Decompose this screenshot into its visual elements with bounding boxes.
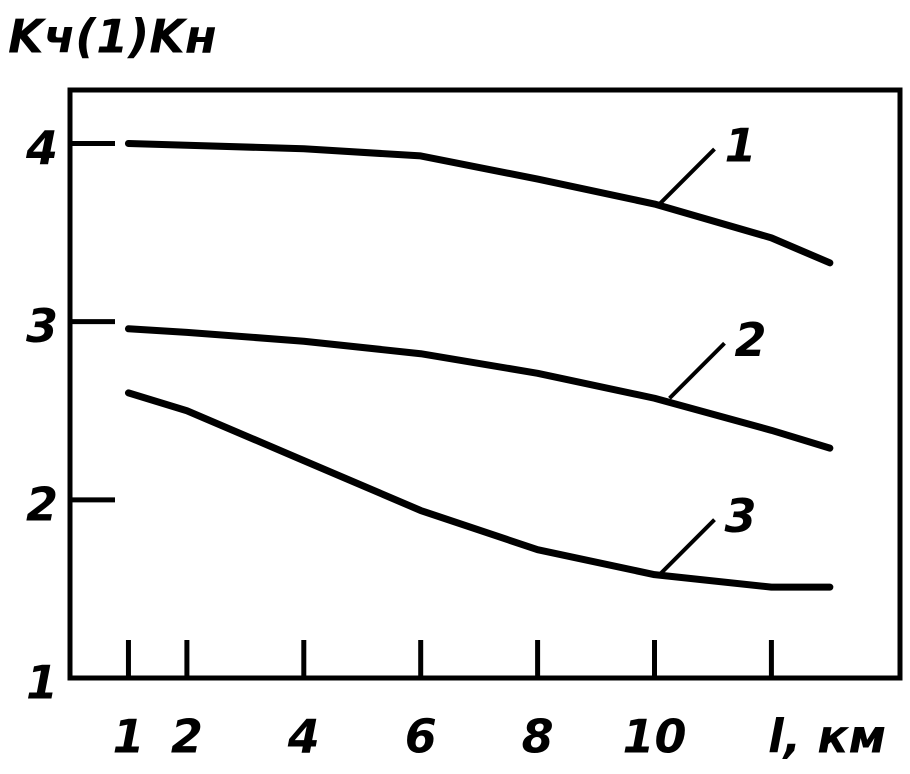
x-axis-label: l, км bbox=[768, 710, 886, 764]
y-tick-label: 2 bbox=[26, 477, 58, 531]
x-tick-label: 8 bbox=[522, 710, 554, 764]
series-line bbox=[124, 139, 834, 267]
y-tick-label: 4 bbox=[25, 121, 58, 175]
leader-line bbox=[658, 147, 716, 206]
series-line bbox=[124, 389, 834, 591]
x-tick-label: 4 bbox=[287, 710, 320, 764]
series-label: 1 bbox=[725, 119, 757, 173]
y-axis-label: Kч(1)Kн bbox=[8, 10, 217, 64]
leader-line bbox=[668, 341, 726, 400]
leader-line bbox=[658, 518, 716, 577]
y-tick-label: 1 bbox=[26, 656, 58, 710]
x-tick-label: 1 bbox=[112, 710, 144, 764]
x-tick-label: 2 bbox=[171, 710, 203, 764]
plot-frame bbox=[67, 87, 903, 681]
x-tick-label: 10 bbox=[622, 710, 686, 764]
x-tick-label: 6 bbox=[405, 710, 437, 764]
series-label: 3 bbox=[725, 489, 757, 543]
y-tick-label: 3 bbox=[26, 299, 58, 353]
series-label: 2 bbox=[735, 313, 767, 367]
series-line bbox=[124, 325, 834, 452]
